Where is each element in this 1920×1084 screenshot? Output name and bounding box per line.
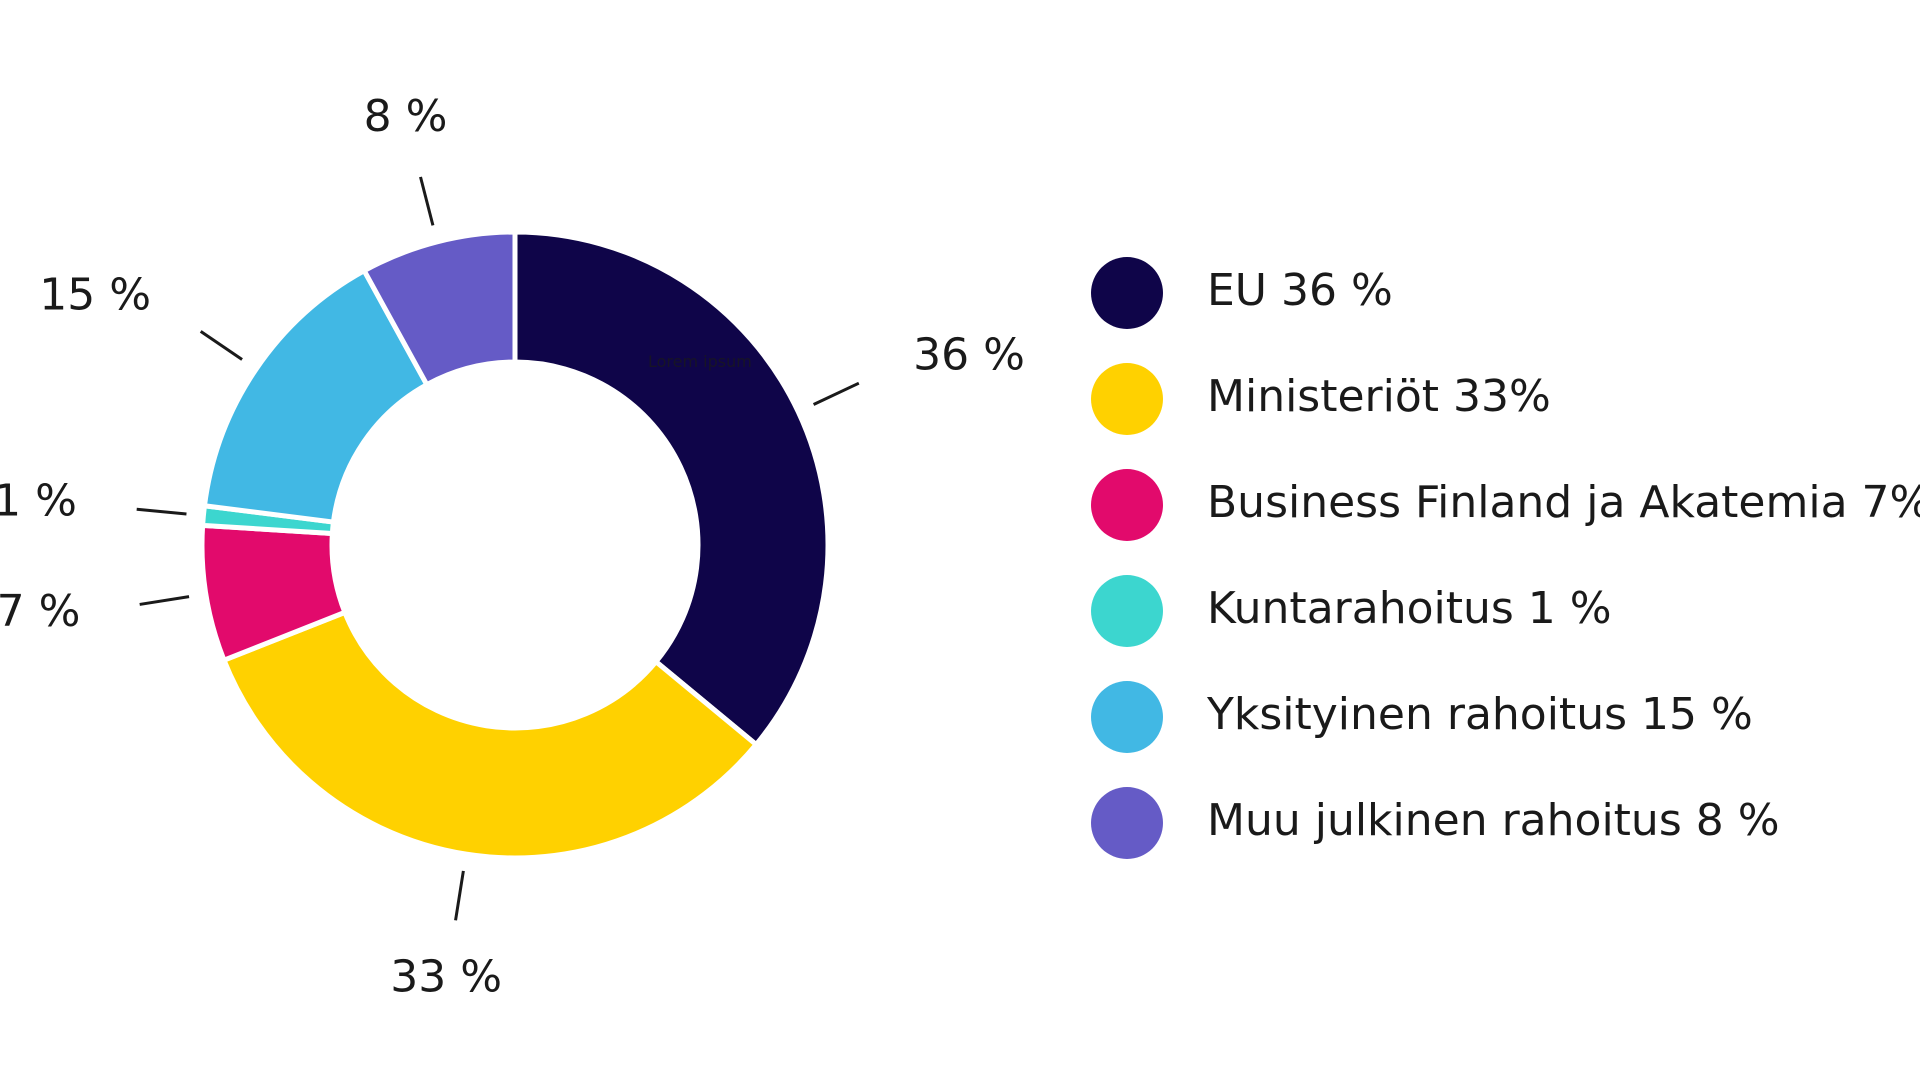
- leader-lines-layer: [136, 176, 860, 921]
- data-label-4: 1 %: [0, 476, 77, 527]
- leader-line-6: [419, 176, 435, 226]
- data-label-1: 36 %: [913, 330, 1025, 381]
- legend-swatch-5: [1091, 681, 1163, 753]
- donut-slice-5: [201, 268, 430, 525]
- leader-line-4: [136, 507, 187, 516]
- leader-line-1: [812, 381, 860, 406]
- legend-label-3: Business Finland ja Akatemia 7%: [1207, 477, 1920, 528]
- legend-label-4: Kuntarahoitus 1 %: [1207, 583, 1612, 634]
- legend-label-1: EU 36 %: [1207, 265, 1393, 316]
- legend-label-5: Yksityinen rahoitus 15 %: [1206, 689, 1753, 740]
- legend-swatch-4: [1091, 575, 1163, 647]
- legend: EU 36 % Ministeriöt 33% Business Finland j…: [1091, 257, 1920, 859]
- donut-slice-6: [361, 229, 518, 388]
- legend-label-6: Muu julkinen rahoitus 8 %: [1207, 795, 1780, 846]
- data-label-5: 15 %: [39, 270, 151, 321]
- data-labels-layer: 36 % 33 % 7 % 1 % 15 % 8 %: [0, 91, 1025, 1003]
- donut-slice-2: [221, 609, 759, 861]
- leader-line-5: [199, 330, 243, 361]
- chart-annotation: Lorem ipsum: [648, 352, 752, 371]
- donut-slice-1: [512, 229, 831, 748]
- data-label-3: 7 %: [0, 586, 80, 637]
- leader-line-3: [139, 595, 190, 606]
- data-label-6: 8 %: [364, 91, 448, 142]
- legend-swatch-6: [1091, 787, 1163, 859]
- legend-swatch-3: [1091, 469, 1163, 541]
- legend-swatch-2: [1091, 363, 1163, 435]
- slices-layer: [199, 229, 831, 861]
- legend-swatch-1: [1091, 257, 1163, 329]
- legend-label-2: Ministeriöt 33%: [1207, 371, 1551, 422]
- data-label-2: 33 %: [390, 952, 502, 1003]
- leader-line-2: [454, 870, 465, 921]
